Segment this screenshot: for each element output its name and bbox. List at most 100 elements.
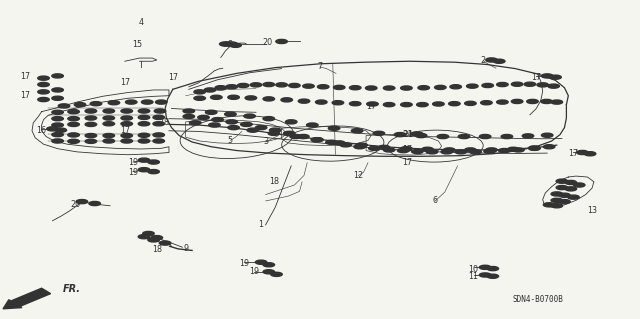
Ellipse shape <box>194 96 205 100</box>
Ellipse shape <box>141 100 153 104</box>
Text: 17: 17 <box>20 72 31 81</box>
FancyArrow shape <box>3 288 51 309</box>
Ellipse shape <box>285 120 297 124</box>
Ellipse shape <box>55 128 67 132</box>
Ellipse shape <box>289 84 300 88</box>
Ellipse shape <box>573 183 585 187</box>
Ellipse shape <box>550 75 561 79</box>
Text: 16: 16 <box>36 126 47 135</box>
Ellipse shape <box>255 126 267 130</box>
Ellipse shape <box>89 202 100 206</box>
Ellipse shape <box>47 127 58 131</box>
Ellipse shape <box>52 123 63 127</box>
Ellipse shape <box>237 84 249 88</box>
Ellipse shape <box>527 100 538 103</box>
Ellipse shape <box>369 146 380 150</box>
Ellipse shape <box>383 103 395 107</box>
Ellipse shape <box>513 148 524 152</box>
Text: 9: 9 <box>183 244 188 253</box>
Ellipse shape <box>153 133 164 137</box>
Ellipse shape <box>159 241 171 245</box>
Ellipse shape <box>263 83 275 87</box>
Ellipse shape <box>198 115 209 119</box>
Ellipse shape <box>38 90 49 94</box>
Ellipse shape <box>383 86 395 90</box>
Text: 17: 17 <box>20 91 31 100</box>
Ellipse shape <box>38 76 49 80</box>
Ellipse shape <box>153 122 164 126</box>
Ellipse shape <box>565 187 577 191</box>
Ellipse shape <box>551 198 563 203</box>
Ellipse shape <box>511 100 523 103</box>
Text: 18: 18 <box>152 245 162 254</box>
Ellipse shape <box>183 109 195 113</box>
Text: 8: 8 <box>228 40 233 49</box>
Text: FR.: FR. <box>63 284 81 294</box>
Ellipse shape <box>138 139 150 143</box>
Ellipse shape <box>543 203 555 207</box>
Ellipse shape <box>487 274 499 278</box>
Ellipse shape <box>556 179 568 183</box>
Ellipse shape <box>529 146 540 150</box>
Ellipse shape <box>205 110 217 114</box>
Text: 11: 11 <box>468 272 479 281</box>
Ellipse shape <box>108 101 120 105</box>
Ellipse shape <box>493 59 505 63</box>
Ellipse shape <box>121 139 132 143</box>
Ellipse shape <box>326 140 337 144</box>
Ellipse shape <box>568 195 579 199</box>
Ellipse shape <box>317 85 329 89</box>
Text: 17: 17 <box>168 73 178 82</box>
Ellipse shape <box>121 134 132 138</box>
Ellipse shape <box>312 138 323 142</box>
Ellipse shape <box>333 85 345 90</box>
Ellipse shape <box>247 128 259 132</box>
Ellipse shape <box>121 116 132 120</box>
Ellipse shape <box>121 109 132 113</box>
Ellipse shape <box>356 143 367 147</box>
Text: 10: 10 <box>468 265 479 274</box>
Ellipse shape <box>85 122 97 127</box>
Ellipse shape <box>470 150 481 154</box>
Ellipse shape <box>543 145 555 149</box>
Ellipse shape <box>138 168 150 172</box>
Ellipse shape <box>412 149 423 154</box>
Ellipse shape <box>263 117 275 121</box>
Text: 6: 6 <box>433 197 438 205</box>
Ellipse shape <box>541 133 553 137</box>
Ellipse shape <box>415 134 427 138</box>
Text: 19: 19 <box>239 259 250 268</box>
Ellipse shape <box>529 146 540 150</box>
Text: 17: 17 <box>531 73 541 82</box>
Ellipse shape <box>76 200 88 204</box>
Ellipse shape <box>332 101 344 105</box>
Ellipse shape <box>401 86 412 90</box>
Ellipse shape <box>143 232 154 235</box>
Ellipse shape <box>255 260 267 264</box>
Ellipse shape <box>263 270 275 274</box>
Ellipse shape <box>138 235 150 239</box>
Text: 5: 5 <box>228 136 233 145</box>
Ellipse shape <box>68 110 79 114</box>
Ellipse shape <box>511 82 523 86</box>
Ellipse shape <box>151 235 163 240</box>
Ellipse shape <box>486 148 497 152</box>
Ellipse shape <box>444 148 455 152</box>
Ellipse shape <box>316 100 327 104</box>
Ellipse shape <box>328 126 340 130</box>
Ellipse shape <box>333 141 345 145</box>
Ellipse shape <box>228 95 239 100</box>
Ellipse shape <box>479 265 491 269</box>
Ellipse shape <box>467 84 478 88</box>
Ellipse shape <box>559 200 570 204</box>
Text: 17: 17 <box>402 145 412 154</box>
Ellipse shape <box>418 86 429 90</box>
Ellipse shape <box>58 104 70 108</box>
Ellipse shape <box>441 150 452 154</box>
Ellipse shape <box>524 82 536 86</box>
Ellipse shape <box>284 131 295 136</box>
Ellipse shape <box>487 267 499 271</box>
Ellipse shape <box>482 84 493 88</box>
Ellipse shape <box>541 74 553 78</box>
Ellipse shape <box>209 123 220 127</box>
